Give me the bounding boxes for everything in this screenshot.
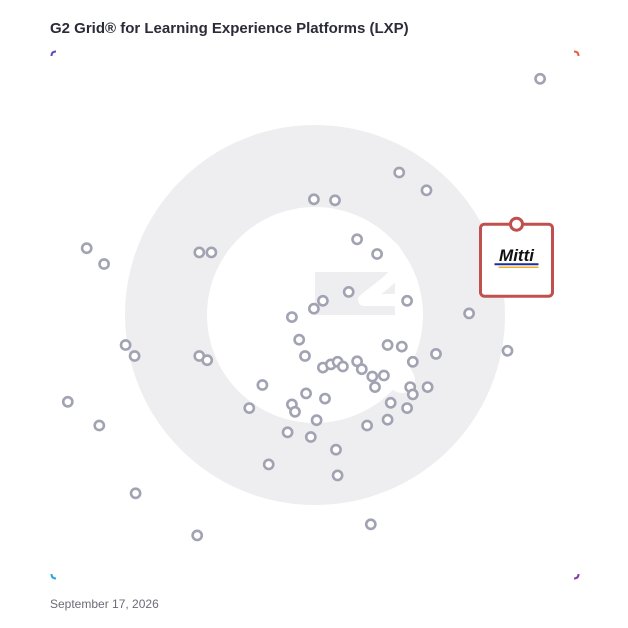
product-marker-41[interactable]	[406, 388, 419, 401]
product-marker-16[interactable]	[307, 302, 320, 315]
product-marker-3[interactable]	[420, 184, 433, 197]
report-date: September 17, 2026	[50, 597, 159, 611]
product-marker-55[interactable]	[304, 431, 317, 443]
product-marker-43[interactable]	[300, 387, 312, 400]
grid-border	[50, 50, 580, 580]
product-marker-51[interactable]	[381, 413, 394, 426]
product-marker-28[interactable]	[406, 355, 419, 368]
chart-title: G2 Grid® for Learning Experience Platfor…	[50, 20, 409, 37]
product-marker-62[interactable]	[191, 529, 204, 542]
product-marker-25[interactable]	[381, 339, 394, 351]
product-marker-15[interactable]	[401, 294, 413, 307]
product-marker-45[interactable]	[61, 395, 74, 408]
product-marker-40[interactable]	[421, 381, 434, 393]
product-marker-2[interactable]	[393, 166, 406, 179]
product-marker-1[interactable]	[534, 72, 546, 85]
product-marker-54[interactable]	[281, 426, 294, 439]
product-marker-61[interactable]	[364, 518, 377, 531]
product-marker-17[interactable]	[285, 311, 298, 323]
product-marker-36[interactable]	[377, 369, 390, 382]
product-marker-23[interactable]	[201, 354, 214, 367]
product-marker-21[interactable]	[128, 350, 141, 362]
highlighted-product-logo: Mitti	[499, 246, 535, 265]
product-marker-11[interactable]	[193, 246, 206, 259]
product-marker-60[interactable]	[129, 487, 142, 500]
product-marker-8[interactable]	[371, 248, 383, 260]
product-marker-12[interactable]	[205, 246, 218, 259]
product-marker-34[interactable]	[355, 363, 368, 376]
product-marker-10[interactable]	[98, 258, 110, 270]
product-marker-58[interactable]	[262, 458, 275, 471]
product-marker-49[interactable]	[384, 396, 397, 409]
product-marker-48[interactable]	[289, 405, 301, 418]
product-marker-33[interactable]	[336, 360, 349, 373]
product-marker-50[interactable]	[401, 402, 413, 414]
product-marker-13[interactable]	[342, 285, 355, 298]
product-marker-59[interactable]	[331, 469, 344, 482]
product-marker-20[interactable]	[119, 339, 132, 351]
product-marker-19[interactable]	[293, 333, 306, 346]
product-marker-14[interactable]	[316, 294, 329, 307]
product-marker-5[interactable]	[329, 194, 341, 207]
product-marker-46[interactable]	[243, 402, 256, 414]
product-marker-9[interactable]	[80, 242, 93, 255]
product-marker-24[interactable]	[299, 350, 311, 362]
product-marker-52[interactable]	[361, 419, 373, 432]
product-marker-37[interactable]	[501, 344, 514, 357]
product-marker-57[interactable]	[330, 443, 342, 456]
product-marker-35[interactable]	[366, 370, 379, 383]
product-marker-53[interactable]	[310, 414, 323, 427]
product-marker-4[interactable]	[307, 193, 320, 206]
product-marker-44[interactable]	[319, 392, 331, 405]
highlighted-product-marker[interactable]: Mitti	[479, 216, 554, 298]
product-marker-27[interactable]	[430, 347, 442, 360]
product-marker-38[interactable]	[369, 381, 381, 393]
product-marker-56[interactable]	[93, 419, 106, 432]
product-marker-42[interactable]	[256, 379, 269, 391]
product-marker-18[interactable]	[463, 307, 475, 320]
product-marker-26[interactable]	[395, 340, 408, 353]
product-marker-7[interactable]	[351, 233, 363, 246]
